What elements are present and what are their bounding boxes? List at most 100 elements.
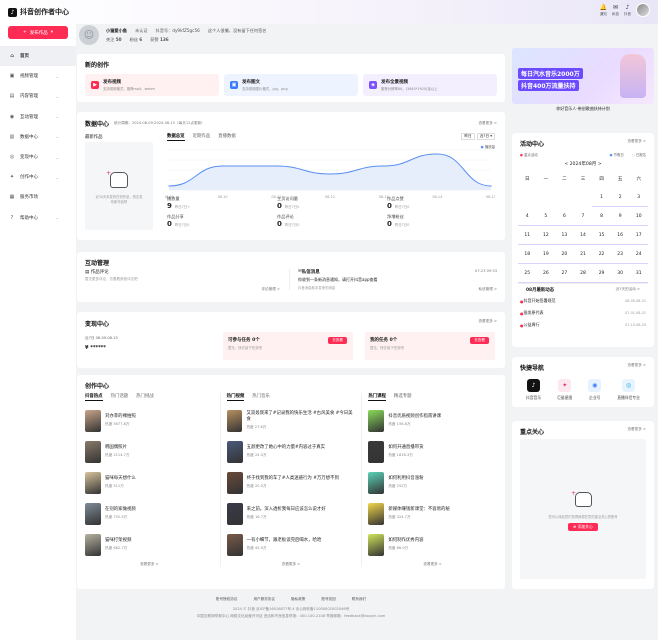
sidebar-item[interactable]: ▥ 数据中心 ⌄ [0,127,76,147]
douyin-button[interactable]: ♪ 抖音 [624,4,631,17]
data-point[interactable] [329,173,331,175]
calendar-day[interactable]: 6 [555,207,574,226]
calendar-day[interactable]: 28 [573,264,593,283]
calendar-day[interactable]: 25 [518,264,537,283]
quick-nav-item[interactable]: ♪ 抖音音乐 [526,379,541,401]
calendar-day[interactable]: 8 [592,207,611,226]
creative-item[interactable]: 新媒体赚钱新课堂：不容易的秘 热度 324.7万 [368,498,497,529]
promo-banner[interactable]: 每日汽水音乐2000万 抖音400万流量扶持 你好音乐人-带创歌曲扶持计划 [512,48,654,118]
footer-link[interactable]: 隐私政策 [291,597,306,601]
sidebar-item[interactable]: ⌂ 首页 [0,46,76,67]
message-button[interactable]: ✉ 私信 [612,4,619,17]
sidebar-item[interactable]: ▣ 视频管理 ⌄ [0,66,76,86]
creative-item[interactable]: 抖音优质视频创作指南讲课 热度 156.8万 [368,405,497,436]
creative-item[interactable]: 一有小细节，跟老板谈完后喝水，哈哈 热度 45.9万 [226,529,356,560]
activity-item[interactable]: ● 银发原代表 07-01-08-31 [520,307,646,319]
quick-nav-item[interactable]: ◎ 直播伴侣专业 [617,379,640,401]
calendar-day[interactable]: 16 [610,226,630,245]
creative-tab[interactable]: 热门课程 [368,394,386,401]
creative-tab[interactable]: 热门音乐 [252,394,270,399]
activity-item[interactable]: ● 抖音开始签署规范 08-05-08-31 [520,295,646,307]
calendar-day[interactable]: 9 [610,207,630,226]
calendar-day[interactable]: 31 [629,264,648,283]
create-option[interactable]: ◈ 发布全景视频 推荐分辨率8K、(3840*1920)及以上 [363,74,497,96]
app-logo[interactable]: ♪ 抖音创作者中心 [0,7,69,17]
quick-nav-item[interactable]: ✦ 巨量星图 [557,379,572,401]
calendar-day[interactable]: 19 [536,245,556,264]
available-task-button[interactable]: 去查看 [328,337,347,344]
quick-nav-more[interactable]: 查看更多 > [627,363,646,367]
calendar-day[interactable]: 10 [629,207,648,226]
data-point[interactable] [222,165,224,167]
creative-item[interactable]: 终于找到我的车了#人类迷惑行为 #万万想不到 热度 20.5万 [226,467,356,498]
creative-more-link[interactable]: 查看更多 > [423,562,442,566]
tab-overview[interactable]: 数据总览 [167,134,185,141]
calendar-day[interactable]: 4 [518,207,537,226]
data-point[interactable] [383,165,385,167]
stat-item[interactable]: 作品点赞 0 昨日7日0 [387,196,497,210]
calendar-day[interactable]: 17 [629,226,648,245]
calendar-day[interactable]: 5 [536,207,556,226]
stat-item[interactable]: 播放量 9 昨日7日+ [167,196,277,210]
publish-button[interactable]: + 发布作品 ▾ [8,26,68,39]
calendar-day[interactable]: 11 [518,226,537,245]
calendar-day[interactable]: 22 [592,245,611,264]
creative-item[interactable]: 猫咪每天想什么 热度 511万 [85,467,214,498]
creative-tab[interactable]: 抖音热点 [85,394,103,401]
creative-item[interactable]: 刘亦菲的裸拍照 热度 5677.8万 [85,405,214,436]
data-point[interactable] [275,165,277,167]
activity-more[interactable]: 查看更多 > [627,139,646,143]
creative-tab[interactable]: 精选专题 [393,394,412,399]
creative-item[interactable]: 如何开通直播带货 热度 1816.3万 [368,436,497,467]
sidebar-item[interactable]: ? 帮助中心 ⌄ [0,208,76,228]
creative-tab[interactable]: 热门视频 [226,394,245,401]
range-select[interactable]: 近7日 ▾ [476,133,495,140]
monetize-more[interactable]: 查看更多 > [478,319,497,323]
create-option[interactable]: ▶ 发布视频 支持常用格式，推荐mp4、webm [85,74,219,96]
calendar-day[interactable]: 30 [610,264,630,283]
creative-more-link[interactable]: 查看更多 > [281,562,301,566]
sidebar-item[interactable]: ◉ 互动管理 ⌄ [0,107,76,127]
creative-item[interactable]: 如何制作优秀内容 热度 66.9万 [368,529,497,560]
calendar-day[interactable]: 2 [610,188,630,207]
creative-item[interactable]: 又双叒叕来了#记录我的快乐生活 #古风美食 #今日美食 热度 27.6万 [226,405,356,436]
calendar-day[interactable]: 1 [592,188,611,207]
calendar-day[interactable]: 27 [555,264,574,283]
footer-link[interactable]: 联系我们 [351,597,367,601]
creative-tab[interactable]: 热门挑战 [136,394,154,399]
activity-list-sub[interactable]: 近7天的活动 > [615,287,640,291]
data-point[interactable] [168,185,170,187]
my-task-button[interactable]: 去查看 [470,337,489,344]
calendar-day[interactable]: 23 [610,245,630,264]
footer-link[interactable]: 账号授权协议 [215,597,238,601]
calendar-day[interactable]: 14 [573,226,593,245]
data-point[interactable] [436,153,438,155]
calendar-day[interactable]: 20 [555,245,574,264]
calendar-day[interactable]: 3 [629,188,648,207]
add-focus-button[interactable]: ⊕ 添加关心 [568,522,598,531]
dm-message[interactable]: 你收到一条新消息通知，请打开抖音app查看 [298,277,378,282]
creative-more-link[interactable]: 查看更多 > [140,562,159,566]
calendar-day[interactable]: 29 [592,264,611,283]
activity-item[interactable]: ● 公益周行 07-10-08-20 [520,319,646,331]
range-yesterday[interactable]: 昨日 [461,133,475,140]
creative-item[interactable]: 韩国偶照片 热度 2114.7万 [85,436,214,467]
creative-item[interactable]: 猫咪打架视频 热度 662.7万 [85,529,214,560]
focus-more[interactable]: 查看更多 > [627,427,646,431]
quick-nav-item[interactable]: ◉ 企业号 [588,379,602,401]
comment-manage-link[interactable]: 评论管理 > [261,287,280,291]
calendar-day[interactable]: 12 [536,226,556,245]
calendar-day[interactable]: 15 [592,226,611,245]
user-avatar[interactable] [636,3,650,17]
sidebar-item[interactable]: ▦ 服务市场 [0,187,76,207]
dm-manage-link[interactable]: 私信管理 > [478,287,497,291]
calendar-day[interactable]: 26 [536,264,556,283]
create-option[interactable]: ▣ 发布图文 支持常用图片格式，jpg、png [224,74,358,96]
creative-item[interactable]: 在别的家做视频 热度 752.5万 [85,498,214,529]
calendar-month[interactable]: < 2024年08月 > [564,162,602,167]
data-point[interactable] [490,185,492,187]
stat-item[interactable]: 作品评论 0 昨日7日0 [277,214,387,228]
data-more-link[interactable]: 查看更多 > [478,121,497,125]
footer-link[interactable]: 账号找回 [321,597,336,601]
calendar-day[interactable]: 7 [573,207,593,226]
